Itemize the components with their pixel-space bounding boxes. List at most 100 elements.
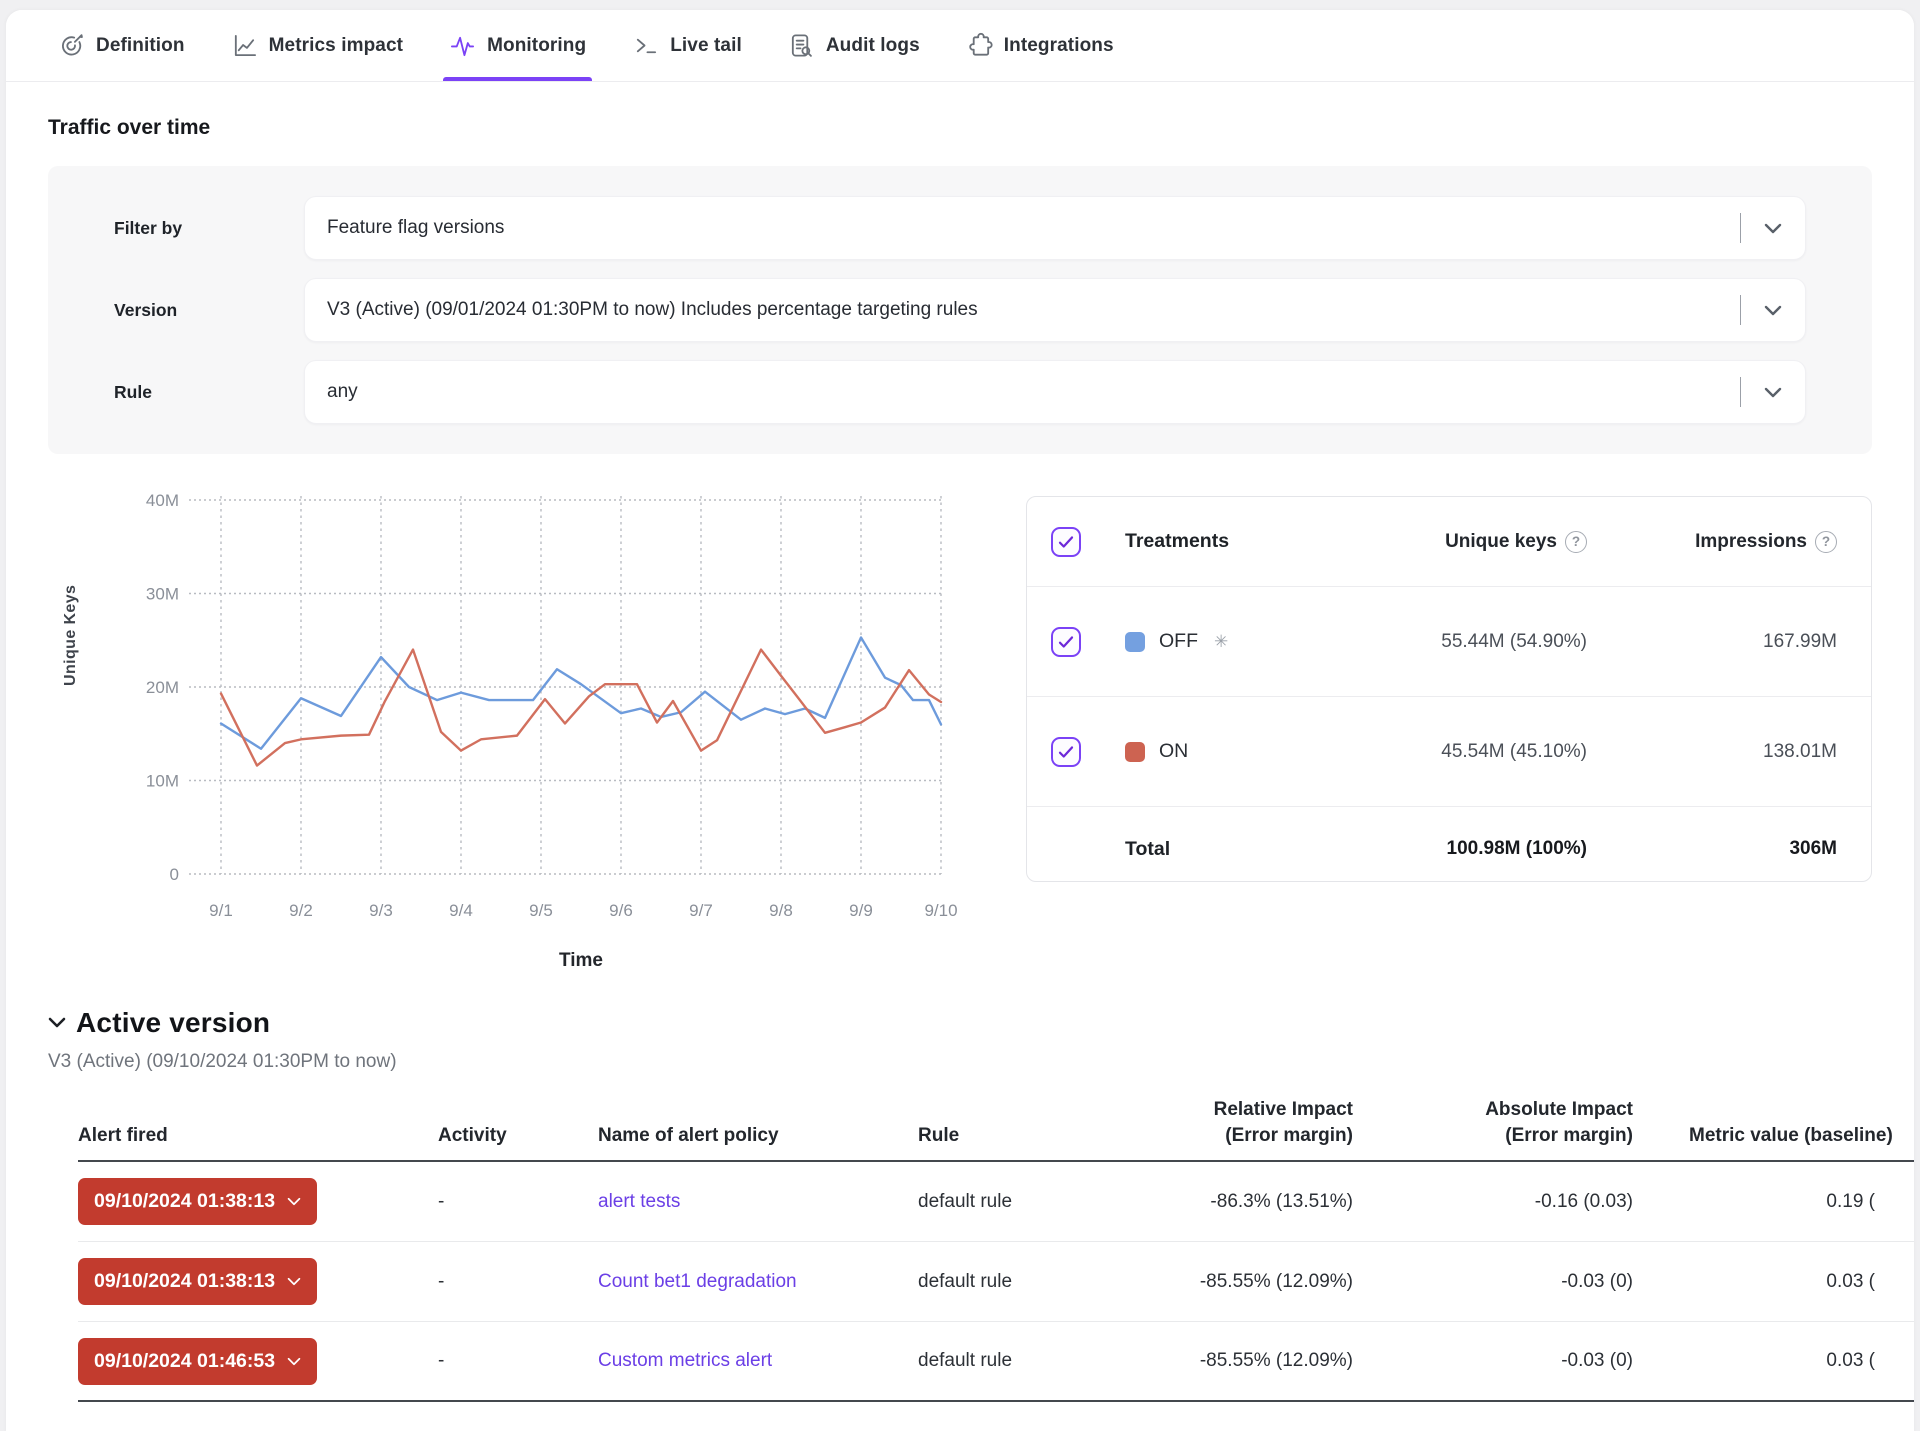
filter-row-filter-by: Filter by Feature flag versions: [114, 196, 1806, 260]
alert-policy-link[interactable]: Count bet1 degradation: [598, 1271, 918, 1293]
main-card: Definition Metrics impact Monitoring Liv…: [6, 10, 1914, 1431]
tab-label: Metrics impact: [269, 35, 403, 57]
alert-fired-badge[interactable]: 09/10/2024 01:38:13: [78, 1258, 317, 1305]
col-rule: Rule: [918, 1123, 1088, 1149]
activity-value: -: [438, 1271, 598, 1293]
help-icon[interactable]: ?: [1565, 531, 1587, 553]
chevron-down-icon[interactable]: [1741, 387, 1805, 398]
svg-text:10M: 10M: [146, 772, 179, 791]
total-label: Total: [1125, 838, 1297, 861]
rule-value: default rule: [918, 1350, 1088, 1372]
metric-value: 0.19 (: [1633, 1191, 1875, 1213]
version-value: V3 (Active) (09/01/2024 01:30PM to now) …: [305, 299, 1740, 321]
total-unique-keys: 100.98M (100%): [1297, 838, 1587, 860]
tab-monitoring[interactable]: Monitoring: [449, 10, 586, 81]
tab-metrics-impact[interactable]: Metrics impact: [231, 10, 403, 81]
content: Traffic over time Filter by Feature flag…: [6, 116, 1914, 1402]
help-icon[interactable]: ?: [1815, 531, 1837, 553]
treatments-card: Treatments Unique keys ? Impressions ?: [1026, 496, 1872, 882]
svg-text:9/7: 9/7: [689, 901, 713, 920]
svg-text:9/1: 9/1: [209, 901, 233, 920]
alert-row: 09/10/2024 01:38:13 - alert tests defaul…: [78, 1162, 1914, 1242]
audit-logs-icon: [788, 32, 815, 59]
tab-label: Definition: [96, 35, 185, 57]
on-checkbox[interactable]: [1051, 737, 1081, 767]
tab-integrations[interactable]: Integrations: [966, 10, 1114, 81]
default-treatment-icon: ✳: [1214, 632, 1228, 652]
line-chart-svg: 010M20M30M40M9/19/29/39/49/59/69/79/89/9…: [48, 476, 968, 981]
tab-live-tail[interactable]: Live tail: [632, 10, 742, 81]
svg-text:9/2: 9/2: [289, 901, 313, 920]
col-alert-fired: Alert fired: [78, 1123, 438, 1149]
filter-by-label: Filter by: [114, 218, 304, 239]
tab-audit-logs[interactable]: Audit logs: [788, 10, 920, 81]
version-label: Version: [114, 300, 304, 321]
treatments-header-row: Treatments Unique keys ? Impressions ?: [1027, 497, 1871, 587]
alert-row: 09/10/2024 01:46:53 - Custom metrics ale…: [78, 1322, 1914, 1402]
filter-panel: Filter by Feature flag versions Version …: [48, 166, 1872, 454]
tab-definition[interactable]: Definition: [58, 10, 185, 81]
filter-row-version: Version V3 (Active) (09/01/2024 01:30PM …: [114, 278, 1806, 342]
treatment-row-off: OFF ✳ 55.44M (54.90%) 167.99M: [1027, 587, 1871, 697]
version-select[interactable]: V3 (Active) (09/01/2024 01:30PM to now) …: [304, 278, 1806, 342]
alerts-table: Alert fired Activity Name of alert polic…: [78, 1097, 1914, 1402]
absolute-impact-value: -0.16 (0.03): [1353, 1191, 1633, 1213]
absolute-impact-value: -0.03 (0): [1353, 1271, 1633, 1293]
treatment-name: OFF: [1159, 630, 1198, 653]
svg-text:9/9: 9/9: [849, 901, 873, 920]
metric-value: 0.03 (: [1633, 1271, 1875, 1293]
chevron-down-icon: [48, 1017, 66, 1029]
alert-policy-link[interactable]: alert tests: [598, 1191, 918, 1213]
activity-value: -: [438, 1350, 598, 1372]
svg-text:Time: Time: [559, 950, 603, 971]
chart-section: Unique Keys 010M20M30M40M9/19/29/39/49/5…: [48, 476, 1872, 981]
col-absolute-impact: Absolute Impact (Error margin): [1353, 1097, 1633, 1148]
tab-label: Audit logs: [826, 35, 920, 57]
col-policy: Name of alert policy: [598, 1123, 918, 1149]
alert-fired-badge[interactable]: 09/10/2024 01:46:53: [78, 1338, 317, 1385]
svg-text:40M: 40M: [146, 491, 179, 510]
tab-bar: Definition Metrics impact Monitoring Liv…: [6, 10, 1914, 82]
svg-text:20M: 20M: [146, 678, 179, 697]
col-metric-value: Metric value (baseline): [1633, 1123, 1875, 1149]
treatments-total-row: Total 100.98M (100%) 306M: [1027, 807, 1871, 891]
on-impressions: 138.01M: [1587, 741, 1837, 763]
rule-select[interactable]: any: [304, 360, 1806, 424]
active-version-subtitle: V3 (Active) (09/10/2024 01:30PM to now): [48, 1051, 1872, 1073]
treatment-row-on: ON 45.54M (45.10%) 138.01M: [1027, 697, 1871, 807]
alert-fired-time: 09/10/2024 01:38:13: [94, 1270, 275, 1293]
definition-icon: [58, 32, 85, 59]
tab-label: Live tail: [670, 35, 742, 57]
total-impressions: 306M: [1587, 838, 1837, 860]
chevron-down-icon[interactable]: [1741, 223, 1805, 234]
page-title: Traffic over time: [48, 116, 1872, 140]
svg-text:9/4: 9/4: [449, 901, 473, 920]
chevron-down-icon[interactable]: [1741, 305, 1805, 316]
integrations-icon: [966, 32, 993, 59]
alert-fired-time: 09/10/2024 01:38:13: [94, 1190, 275, 1213]
alert-policy-link[interactable]: Custom metrics alert: [598, 1350, 918, 1372]
unique-keys-header: Unique keys: [1445, 531, 1557, 553]
chevron-down-icon: [287, 1357, 301, 1366]
filter-row-rule: Rule any: [114, 360, 1806, 424]
treatment-name: ON: [1159, 740, 1188, 763]
filter-by-select[interactable]: Feature flag versions: [304, 196, 1806, 260]
on-unique-keys: 45.54M (45.10%): [1297, 741, 1587, 763]
absolute-impact-value: -0.03 (0): [1353, 1350, 1633, 1372]
active-version-header[interactable]: Active version: [48, 1007, 1872, 1039]
activity-value: -: [438, 1191, 598, 1213]
rule-value: default rule: [918, 1271, 1088, 1293]
alerts-header-row: Alert fired Activity Name of alert polic…: [78, 1097, 1914, 1162]
tab-label: Monitoring: [487, 35, 586, 57]
svg-text:9/6: 9/6: [609, 901, 633, 920]
svg-text:0: 0: [170, 865, 179, 884]
tab-label: Integrations: [1004, 35, 1114, 57]
filter-by-value: Feature flag versions: [305, 217, 1740, 239]
metric-value: 0.03 (: [1633, 1350, 1875, 1372]
off-checkbox[interactable]: [1051, 627, 1081, 657]
rule-value: default rule: [918, 1191, 1088, 1213]
svg-text:30M: 30M: [146, 585, 179, 604]
impressions-header: Impressions: [1695, 531, 1807, 553]
select-all-checkbox[interactable]: [1051, 527, 1081, 557]
alert-fired-badge[interactable]: 09/10/2024 01:38:13: [78, 1178, 317, 1225]
